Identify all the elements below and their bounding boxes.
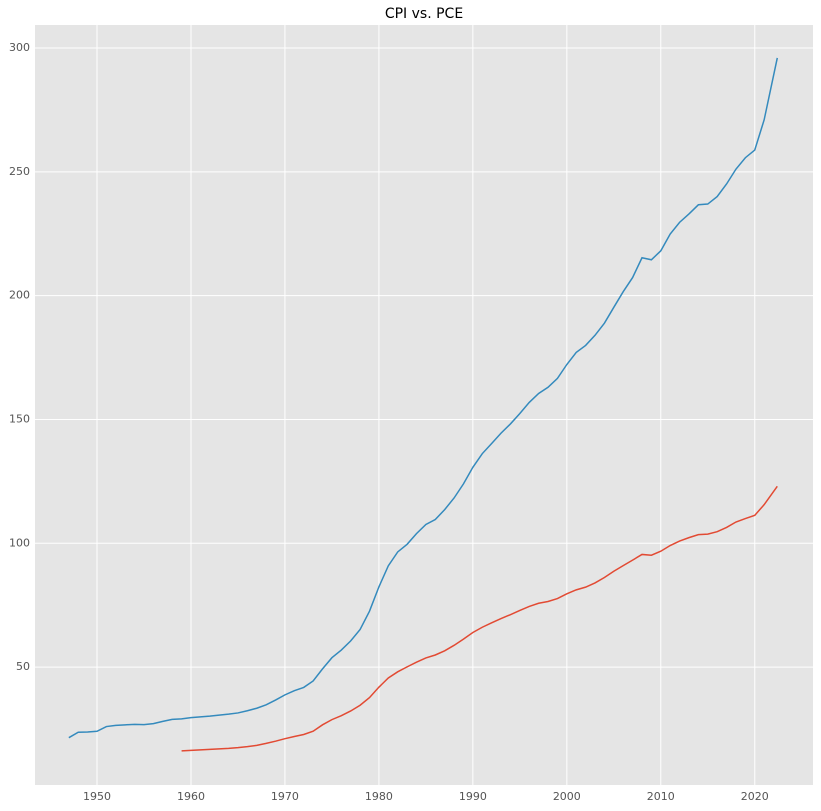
- y-tick-label: 50: [16, 660, 30, 673]
- chart-title: CPI vs. PCE: [385, 6, 463, 22]
- x-tick-label: 1960: [177, 790, 205, 803]
- x-tick-label: 2020: [741, 790, 769, 803]
- y-tick-label: 250: [9, 165, 30, 178]
- x-tick-label: 1970: [271, 790, 299, 803]
- x-tick-label: 2000: [553, 790, 581, 803]
- series-line: [181, 485, 778, 752]
- x-tick-label: 1990: [459, 790, 487, 803]
- plot-area: [35, 25, 813, 785]
- y-tick-label: 300: [9, 41, 30, 54]
- x-tick-label: 2010: [647, 790, 675, 803]
- y-tick-label: 150: [9, 412, 30, 425]
- y-tick-label: 200: [9, 289, 30, 302]
- y-tick-label: 100: [9, 536, 30, 549]
- x-tick-label: 1980: [365, 790, 393, 803]
- series-line: [68, 57, 779, 739]
- x-tick-label: 1950: [83, 790, 111, 803]
